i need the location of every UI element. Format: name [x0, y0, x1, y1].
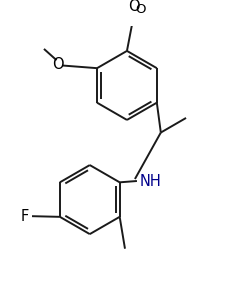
Text: O: O [127, 0, 139, 14]
Text: NH: NH [139, 174, 161, 189]
Text: O: O [52, 57, 64, 72]
Text: F: F [21, 209, 29, 224]
Text: O: O [134, 3, 145, 16]
